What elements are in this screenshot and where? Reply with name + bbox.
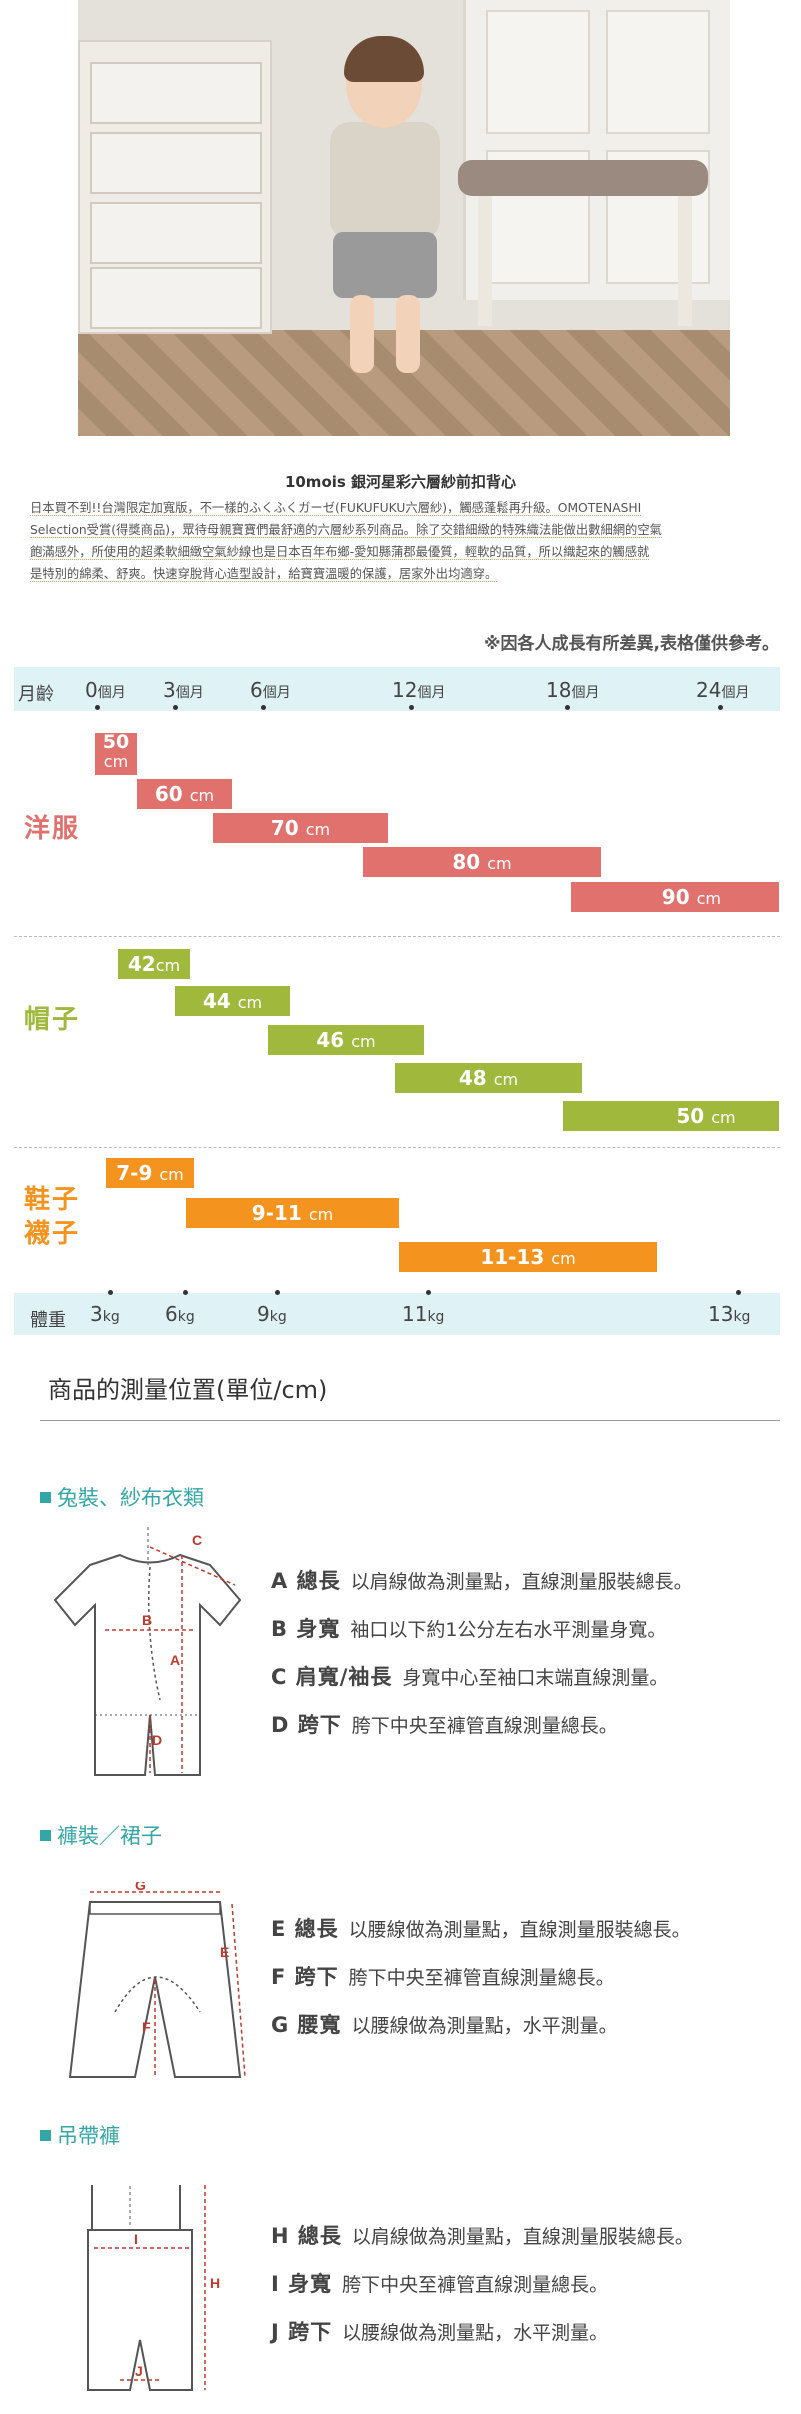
measure-row-a: A 總長 以肩線做為測量點，直線測量服裝總長。 [271, 1569, 693, 1593]
clothing-bar-80: 80 cm [363, 847, 601, 877]
age-dot [173, 705, 178, 710]
size-chart-note: ※因各人成長有所差異,表格僅供參考。 [484, 634, 779, 654]
clothing-bar-90: 90 cm [571, 882, 779, 912]
measure-row-b: B 身寬 袖口以下約1公分左右水平測量身寬。 [271, 1617, 667, 1641]
measure-row-h: H 總長 以肩線做為測量點，直線測量服裝總長。 [271, 2224, 694, 2248]
age-tick-0: 0個月 [85, 678, 126, 702]
divider [40, 1420, 780, 1421]
measure-row-c: C 肩寬/袖長 身寬中心至袖口末端直線測量。 [271, 1665, 669, 1689]
age-tick-12: 12個月 [392, 678, 446, 702]
description-line: Selection受賞(得獎商品)，眾待母親寶寶們最舒適的六層紗系列商品。除了交… [30, 523, 662, 538]
shoe-bar-11-13: 11-13 cm [399, 1242, 657, 1272]
weight-dot [275, 1290, 280, 1295]
shoe-bar-9-11: 9-11 cm [186, 1198, 399, 1228]
diagram-label-d: D [152, 1732, 162, 1748]
hat-bar-46: 46 cm [268, 1025, 424, 1055]
clothing-bar-50: 50 cm [95, 733, 137, 775]
measure-row-d: D 跨下 胯下中央至褲管直線測量總長。 [271, 1713, 618, 1737]
measure-row-e: E 總長 以腰線做為測量點，直線測量服裝總長。 [271, 1917, 691, 1941]
diagram-label-b: B [142, 1612, 152, 1628]
age-dot [95, 705, 100, 710]
overalls-section-title: 吊帶褲 [40, 2120, 120, 2150]
description-line: 是特別的綿柔、舒爽。快速穿脫背心造型設計，給寶寶溫暖的保護，居家外出均適穿。 [30, 567, 498, 582]
weight-dot [108, 1290, 113, 1295]
baby-figure [330, 122, 440, 240]
measure-row-i: I 身寬 胯下中央至褲管直線測量總長。 [271, 2272, 609, 2296]
age-tick-3: 3個月 [163, 678, 204, 702]
shoe-bar-7-9: 7-9 cm [106, 1158, 194, 1188]
romper-diagram: C B A D [53, 1527, 242, 1776]
weight-band [14, 1293, 780, 1335]
age-band [14, 667, 780, 711]
weight-dot [426, 1290, 431, 1295]
measure-row-f: F 跨下 胯下中央至褲管直線測量總長。 [271, 1965, 615, 1989]
age-dot [409, 705, 414, 710]
age-tick-6: 6個月 [250, 678, 291, 702]
measure-row-g: G 腰寬 以腰線做為測量點，水平測量。 [271, 2013, 618, 2037]
pants-section-title: 褲裝／裙子 [40, 1820, 162, 1850]
diagram-label-f: F [142, 2019, 151, 2035]
weight-label: 體重 [30, 1310, 66, 1331]
dresser-illustration [78, 40, 272, 334]
measurement-title: 商品的測量位置(單位/cm) [48, 1376, 328, 1404]
romper-section-title: 兔裝、紗布衣類 [40, 1482, 204, 1512]
diagram-label-e: E [220, 1944, 229, 1960]
product-title: 10mois 銀河星彩六層紗前扣背心 [284, 473, 517, 491]
weight-tick-6: 6kg [165, 1302, 195, 1326]
diagram-label-h: H [210, 2275, 220, 2291]
age-tick-18: 18個月 [546, 678, 600, 702]
hat-bar-44: 44 cm [175, 986, 290, 1016]
overalls-diagram: I H J [87, 2185, 220, 2391]
hat-bar-50: 50 cm [563, 1101, 779, 1131]
weight-dot [183, 1290, 188, 1295]
diagram-label-a: A [170, 1652, 180, 1668]
product-description: 日本買不到!!台灣限定加寬版，不一樣的ふくふくガーゼ(FUKUFUKU六層紗)，… [30, 497, 772, 585]
hats-label: 帽子 [24, 1005, 81, 1035]
clothing-bar-60: 60 cm [137, 779, 232, 809]
bench-illustration [458, 160, 708, 196]
divider [14, 1147, 780, 1148]
age-label: 月齡 [18, 684, 54, 705]
age-tick-24: 24個月 [696, 678, 750, 702]
weight-tick-13: 13kg [708, 1302, 751, 1326]
clothing-label: 洋服 [24, 814, 81, 844]
description-line: 飽滿感外，所使用的超柔軟細緻空氣紗線也是日本百年布鄉-愛知縣蒲郡最優質，輕軟的品… [30, 545, 650, 560]
weight-tick-11: 11kg [402, 1302, 445, 1326]
diagram-label-i: I [134, 2231, 138, 2247]
weight-dot [736, 1290, 741, 1295]
age-dot [718, 705, 723, 710]
divider [14, 936, 780, 937]
weight-tick-3: 3kg [90, 1302, 120, 1326]
measure-row-j: J 跨下 以腰線做為測量點，水平測量。 [271, 2320, 609, 2344]
diagram-label-j: J [135, 2363, 143, 2379]
hat-bar-48: 48 cm [395, 1063, 582, 1093]
pants-diagram: G E F [68, 1882, 246, 2078]
shoes-label: 鞋子 襪子 [24, 1185, 81, 1249]
hat-bar-42: 42cm [118, 949, 190, 979]
product-photo [78, 0, 730, 436]
age-dot [261, 705, 266, 710]
age-dot [565, 705, 570, 710]
weight-tick-9: 9kg [257, 1302, 287, 1326]
diagram-label-g: G [135, 1882, 146, 1893]
diagram-label-c: C [192, 1532, 202, 1548]
clothing-bar-70: 70 cm [213, 813, 388, 843]
description-line: 日本買不到!!台灣限定加寬版，不一樣的ふくふくガーゼ(FUKUFUKU六層紗)，… [30, 501, 642, 516]
